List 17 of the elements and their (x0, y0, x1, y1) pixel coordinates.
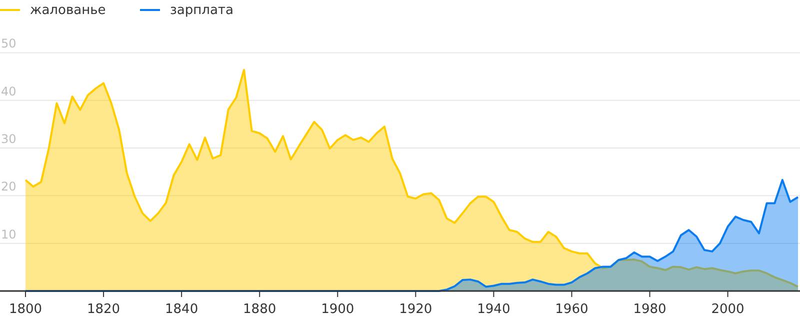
y-tick-label: 50 (1, 36, 16, 51)
x-tick-label: 1900 (321, 302, 354, 317)
x-tick-label: 1840 (165, 302, 198, 317)
x-tick-label: 1980 (633, 302, 666, 317)
y-tick-label: 10 (1, 227, 16, 242)
x-tick-label: 1880 (243, 302, 276, 317)
y-tick-label: 40 (1, 84, 16, 98)
x-tick-label: 1820 (86, 302, 120, 317)
x-tick-label: 2000 (711, 302, 744, 317)
legend-label: жалованье (30, 3, 106, 18)
y-tick-label: 20 (1, 180, 16, 194)
x-tick-label: 1960 (555, 302, 588, 317)
x-tick-label: 1940 (477, 302, 510, 317)
x-tick-label: 1920 (399, 302, 432, 317)
x-tick-label: 1800 (8, 302, 42, 317)
legend-label: зарплата (170, 3, 234, 18)
y-tick-label: 30 (1, 132, 16, 146)
